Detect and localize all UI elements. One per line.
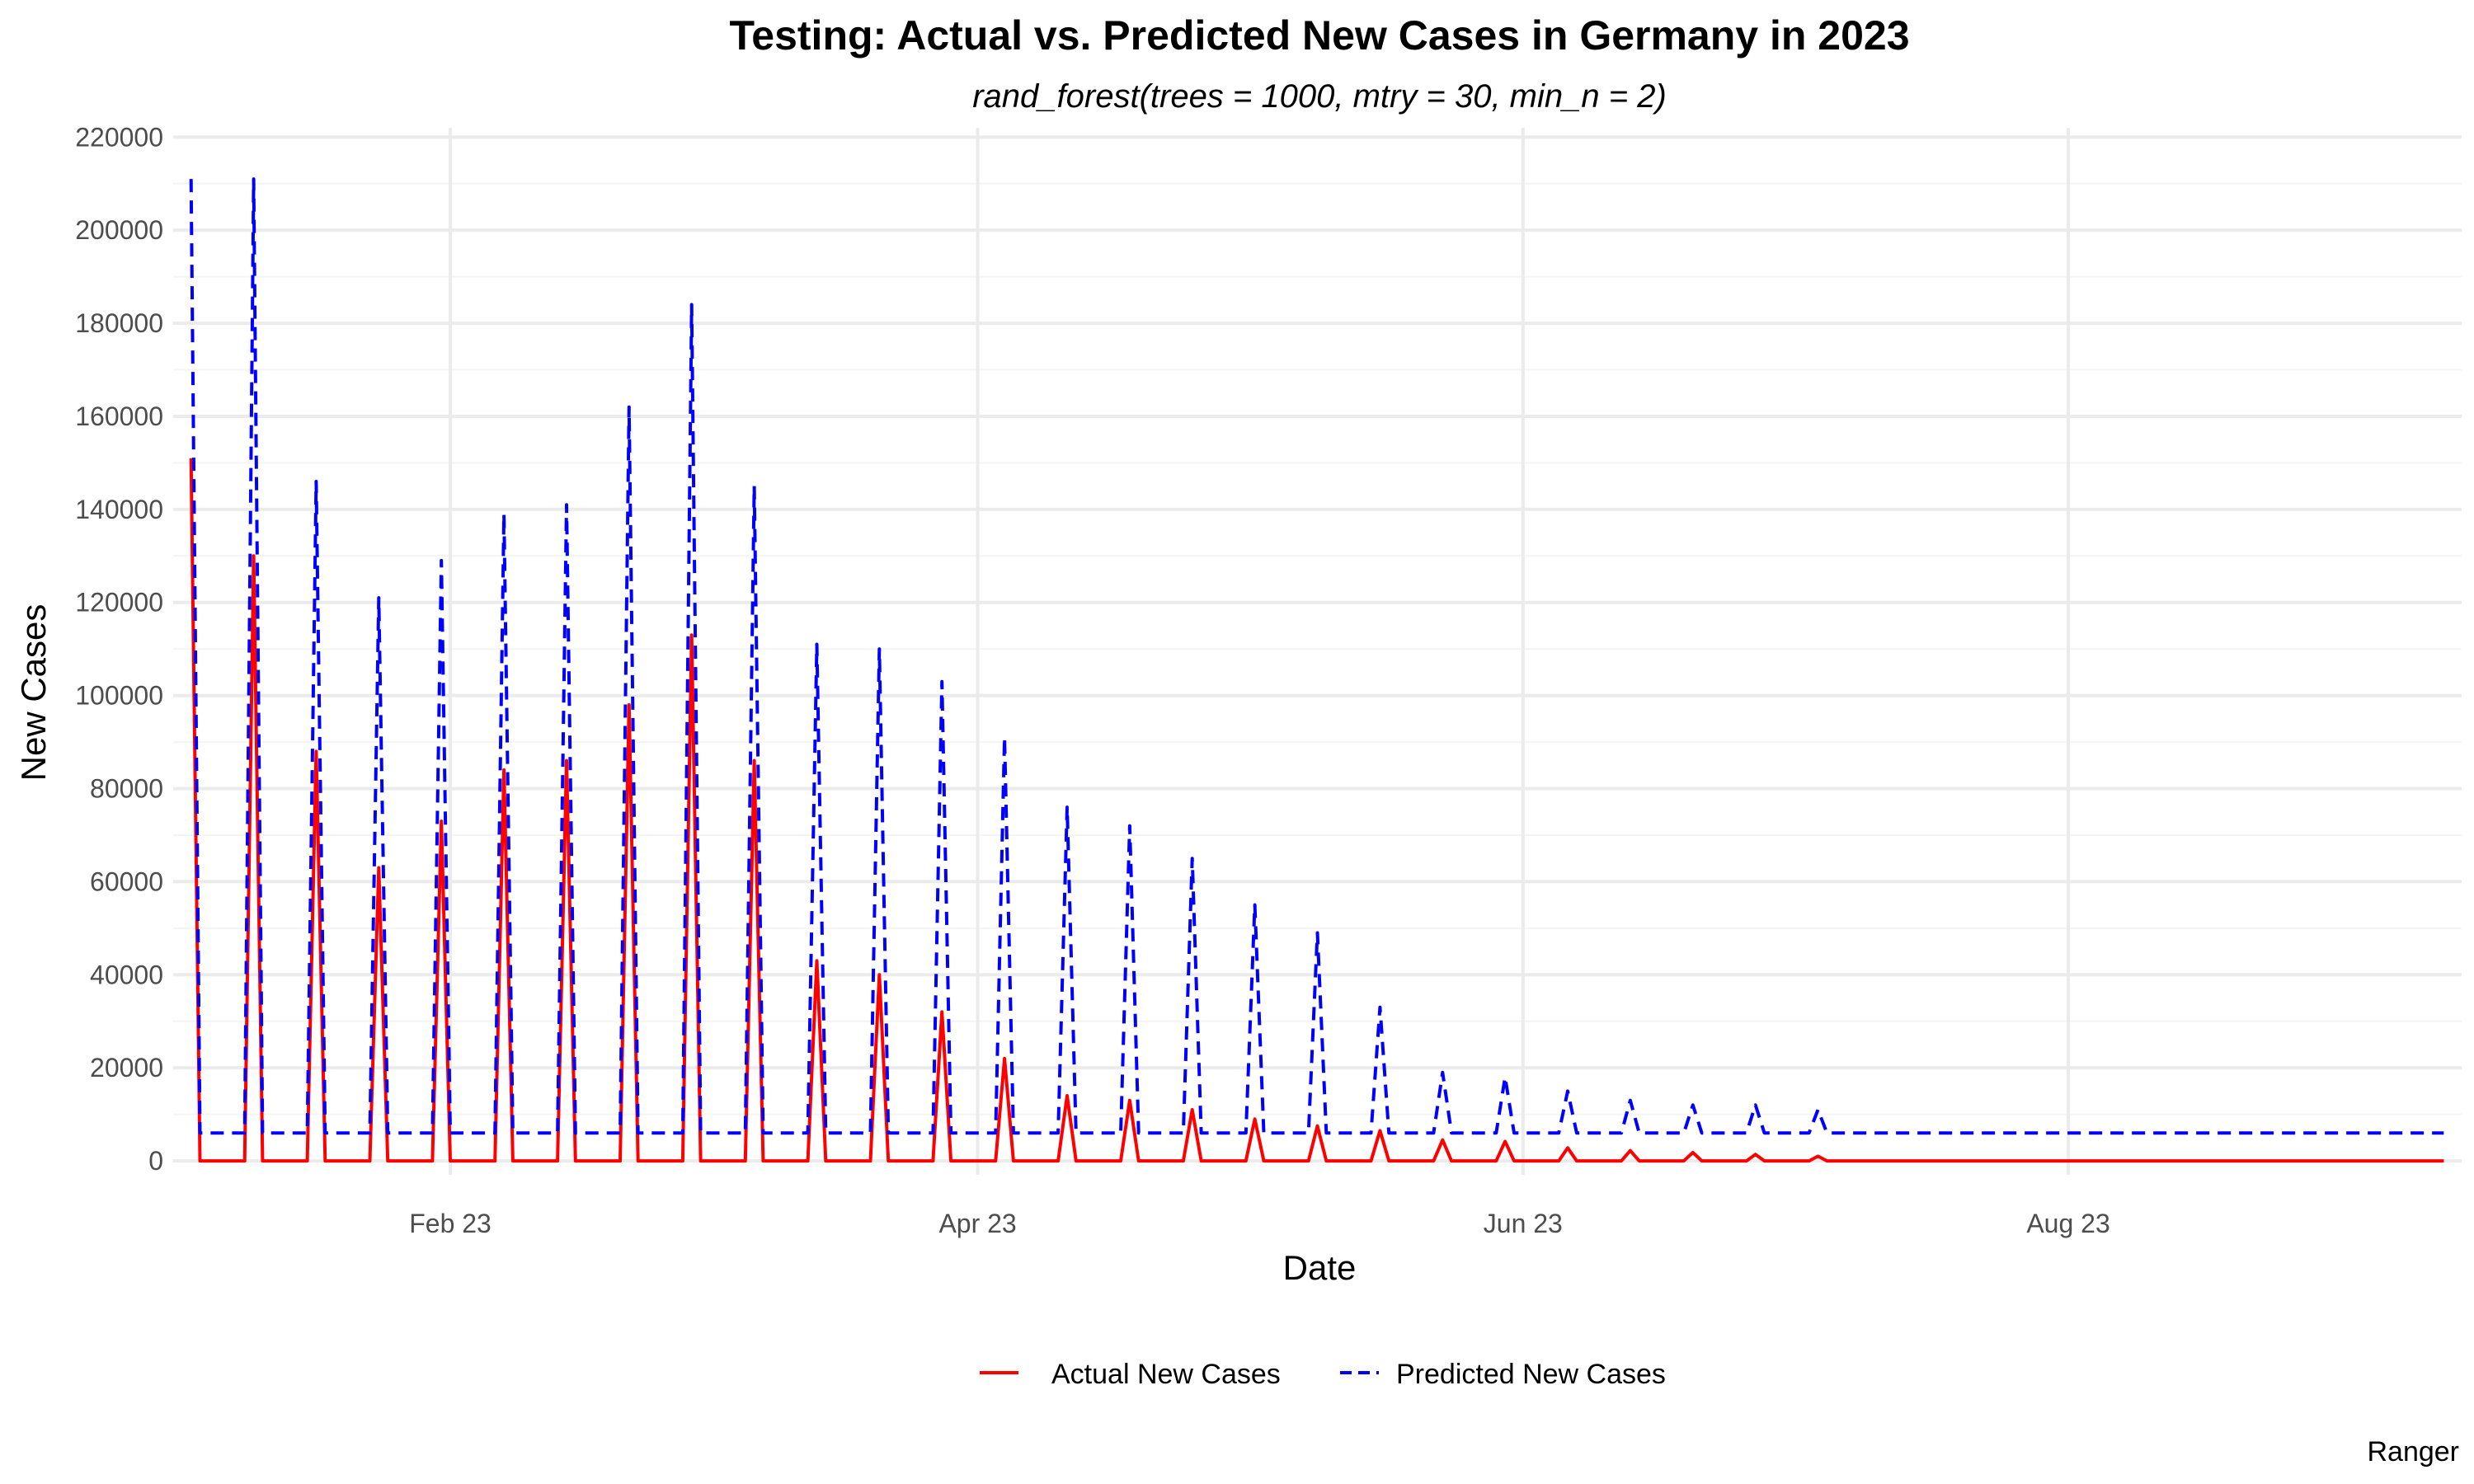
x-tick-label: Apr 23	[938, 1209, 1016, 1238]
legend: Actual New Cases Predicted New Cases	[980, 1359, 1666, 1390]
y-tick-label: 200000	[75, 215, 163, 245]
x-tick-labels: Feb 23 Apr 23 Jun 23 Aug 23	[409, 1209, 2110, 1238]
y-tick-label: 220000	[75, 122, 163, 152]
y-tick-label: 160000	[75, 402, 163, 431]
y-tick-label: 80000	[90, 774, 163, 804]
y-tick-label: 100000	[75, 681, 163, 711]
series-layer	[189, 177, 2444, 1163]
chart-title: Testing: Actual vs. Predicted New Cases …	[729, 12, 1909, 59]
y-tick-label: 140000	[75, 495, 163, 524]
series-line-actual	[189, 458, 2444, 1163]
x-axis-title: Date	[1283, 1248, 1357, 1287]
y-tick-label: 180000	[75, 308, 163, 338]
chart-subtitle: rand_forest(trees = 1000, mtry = 30, min…	[972, 78, 1667, 115]
grid	[173, 128, 2462, 1175]
y-tick-label: 40000	[90, 960, 163, 989]
legend-label-predicted: Predicted New Cases	[1396, 1359, 1666, 1390]
x-tick-label: Aug 23	[2026, 1209, 2109, 1238]
x-tick-label: Jun 23	[1484, 1209, 1563, 1238]
y-tick-label: 60000	[90, 866, 163, 896]
x-tick-label: Feb 23	[409, 1209, 492, 1238]
y-tick-label: 120000	[75, 588, 163, 618]
series-line-predicted	[189, 177, 2444, 1135]
y-tick-label: 0	[148, 1146, 163, 1176]
legend-label-actual: Actual New Cases	[1051, 1359, 1281, 1390]
y-tick-label: 20000	[90, 1053, 163, 1082]
chart-caption: Ranger	[2367, 1436, 2459, 1468]
y-axis-title: New Cases	[14, 604, 53, 782]
y-tick-labels: 0 20000 40000 60000 80000 100000 120000 140000 1…	[75, 122, 163, 1176]
